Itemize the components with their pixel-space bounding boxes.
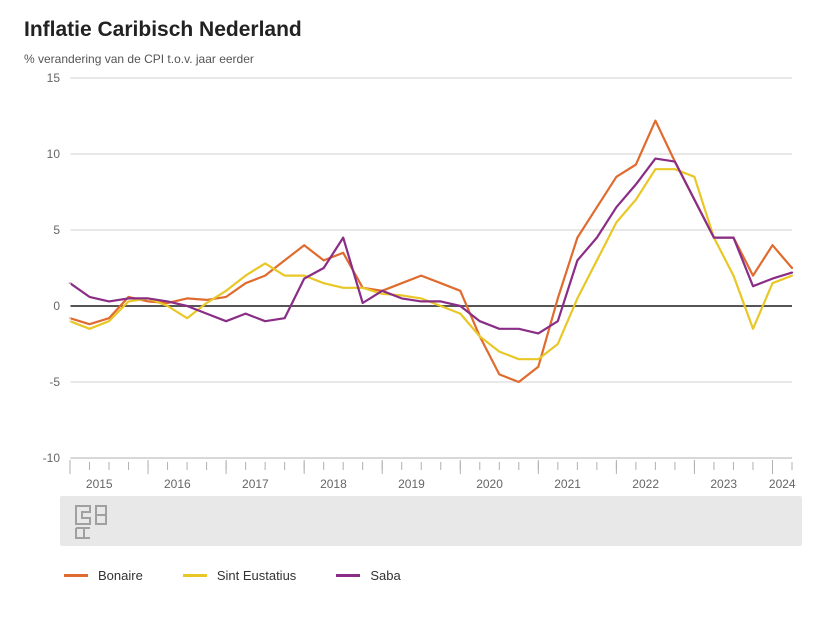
chart-area: -10 -5 0 5 10 15 2015 2016 2017 2018 2019 2020 2021 2…: [24, 70, 806, 550]
svg-text:-10: -10: [43, 451, 61, 465]
svg-text:2022: 2022: [632, 477, 659, 491]
svg-text:2016: 2016: [164, 477, 191, 491]
chart-title: Inflatie Caribisch Nederland: [24, 18, 806, 42]
legend-label-sint-eustatius: Sint Eustatius: [217, 568, 297, 583]
svg-text:2023: 2023: [710, 477, 737, 491]
svg-text:2017: 2017: [242, 477, 269, 491]
legend-swatch-saba: [336, 574, 360, 577]
svg-text:0: 0: [53, 299, 60, 313]
legend-swatch-bonaire: [64, 574, 88, 577]
legend-item-bonaire: Bonaire: [64, 568, 143, 583]
svg-text:2021: 2021: [554, 477, 581, 491]
svg-text:10: 10: [47, 147, 61, 161]
chart-subtitle: % verandering van de CPI t.o.v. jaar eer…: [24, 52, 806, 66]
legend-swatch-sint-eustatius: [183, 574, 207, 577]
svg-text:2024: 2024: [769, 477, 796, 491]
svg-text:5: 5: [53, 223, 60, 237]
svg-text:2015: 2015: [86, 477, 113, 491]
legend: Bonaire Sint Eustatius Saba: [64, 568, 806, 583]
legend-label-saba: Saba: [370, 568, 400, 583]
line-chart-svg: -10 -5 0 5 10 15 2015 2016 2017 2018 2019 2020 2021 2…: [24, 70, 806, 550]
legend-item-sint-eustatius: Sint Eustatius: [183, 568, 297, 583]
legend-label-bonaire: Bonaire: [98, 568, 143, 583]
legend-item-saba: Saba: [336, 568, 400, 583]
svg-text:-5: -5: [49, 375, 60, 389]
svg-text:2018: 2018: [320, 477, 347, 491]
svg-text:15: 15: [47, 71, 61, 85]
svg-text:2019: 2019: [398, 477, 425, 491]
svg-text:2020: 2020: [476, 477, 503, 491]
